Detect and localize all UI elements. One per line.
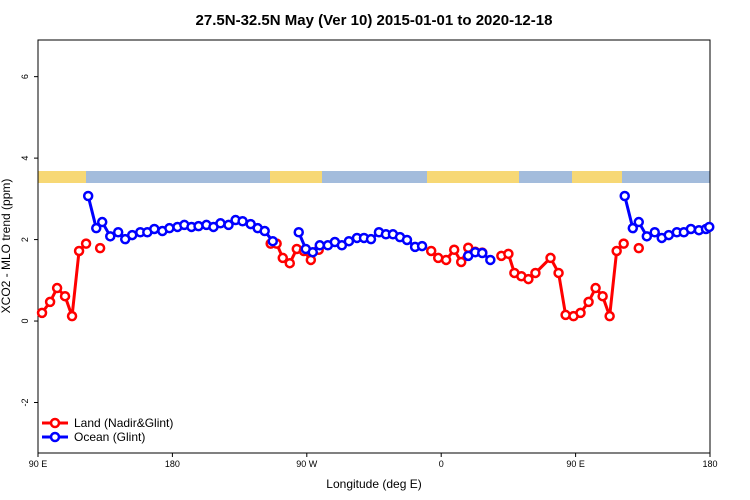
data-point [503,248,514,260]
data-point [401,234,413,246]
data-point [66,310,78,322]
data-point [94,242,106,254]
data-point [618,238,629,249]
data-point [314,240,326,251]
data-point [663,229,675,241]
data-point [259,225,270,237]
data-point [611,245,622,257]
x-tick-label: 90 E [29,459,48,469]
data-point [619,190,630,202]
data-point [164,222,175,234]
legend-marker [49,431,61,443]
data-point [149,223,160,235]
data-point [44,296,56,308]
data-point [36,307,48,319]
data-point [223,219,234,231]
chart-title: 27.5N-32.5N May (Ver 10) 2015-01-01 to 2… [196,12,553,29]
data-point [641,231,653,242]
data-point [112,226,124,238]
data-point [293,226,304,238]
x-tick-label: 90 E [566,459,585,469]
data-point [51,282,63,294]
data-point [90,222,102,234]
data-point [704,221,715,233]
legend-label: Land (Nadir&Glint) [74,416,173,430]
data-point [604,310,615,322]
data-point [633,216,645,228]
data-point [365,233,377,245]
data-point [553,267,564,279]
data-point [455,256,467,268]
data-point [73,245,85,257]
legend-label: Ocean (Glint) [74,430,145,444]
data-point [343,235,355,247]
data-point [627,222,639,234]
data-point [530,267,541,279]
data-point [633,242,645,254]
data-point [583,296,594,308]
data-point [193,220,204,232]
x-axis-label: Longitude (deg E) [326,477,421,491]
data-point [277,252,289,264]
data-point [575,307,586,319]
x-tick-label: 180 [702,459,717,469]
map-strip [38,171,710,183]
x-tick-label: 0 [439,459,444,469]
data-point [477,247,488,259]
data-point [523,273,534,285]
y-tick-label: -2 [20,398,30,406]
y-axis-label: XCO2 - MLO trend (ppm) [0,179,13,314]
data-point [126,229,138,241]
data-point [307,246,319,258]
data-point [590,282,601,294]
x-tick-label: 90 W [296,459,318,469]
data-point [105,231,116,242]
data-point [440,254,452,266]
y-tick-label: 0 [20,319,30,324]
data-point [485,254,496,266]
data-point [237,215,248,227]
data-point [448,244,460,256]
data-point [267,235,279,247]
data-point [545,252,556,264]
data-point [284,257,296,269]
y-tick-label: 2 [20,237,30,242]
data-point [80,238,92,249]
data-point [685,223,697,235]
data-point [82,190,94,202]
data-point [416,240,428,252]
data-point [59,290,71,302]
y-tick-label: 4 [20,156,30,161]
data-point [649,226,660,238]
data-point [425,245,437,257]
plot-frame [37,39,711,454]
data-point [96,216,108,228]
legend-marker [49,417,61,429]
x-tick-label: 180 [165,459,180,469]
data-point [560,309,571,321]
data-point [597,290,608,302]
data-point [215,218,226,229]
y-tick-label: 6 [20,74,30,79]
